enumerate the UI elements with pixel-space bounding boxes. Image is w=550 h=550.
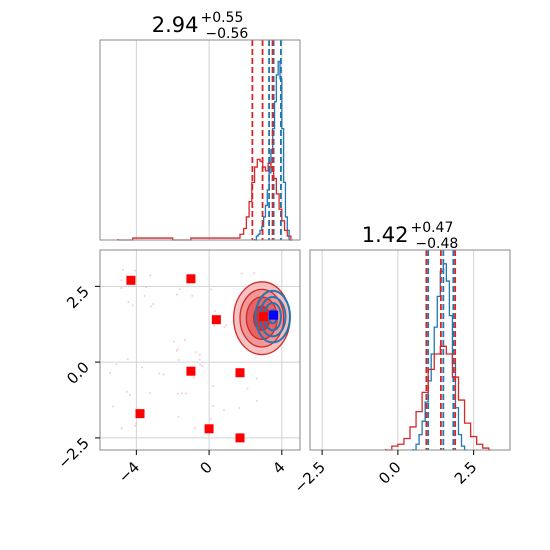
joint-sample-point — [255, 377, 258, 380]
marginal-y-histogram-0 — [412, 263, 467, 451]
marginal-x-panel: 2.94 +0.55 −0.56 — [99, 10, 301, 241]
joint-ytick-label: 2.5 — [63, 282, 93, 312]
joint-sample-point — [223, 326, 226, 329]
marginal-y-xtick-label: −2.5 — [290, 458, 328, 496]
joint-sample-point — [149, 305, 152, 308]
joint-sample-point — [178, 288, 181, 291]
joint-sample-point — [176, 392, 179, 395]
joint-red-marker — [211, 315, 221, 325]
marginal-y-title: 1.42 +0.47 −0.48 — [362, 220, 459, 252]
joint-sample-point — [134, 424, 137, 427]
marginal-x-title-plus: +0.55 — [200, 10, 243, 26]
joint-sample-point — [129, 394, 132, 397]
joint-sample-point — [126, 358, 129, 361]
joint-sample-point — [240, 272, 243, 275]
joint-sample-point — [201, 365, 204, 368]
joint-sample-point — [175, 293, 178, 296]
joint-sample-point — [127, 301, 130, 304]
joint-red-marker — [204, 424, 214, 434]
joint-xtick-label: 0 — [196, 458, 215, 477]
joint-frame — [99, 249, 301, 451]
joint-sample-point — [134, 269, 137, 272]
joint-sample-point — [225, 323, 228, 326]
joint-sample-point — [177, 358, 180, 361]
joint-red-marker — [186, 366, 196, 376]
joint-sample-point — [120, 287, 123, 290]
joint-sample-point — [238, 406, 241, 409]
joint-red-marker — [259, 312, 269, 322]
joint-sample-point — [115, 363, 118, 366]
joint-blue-contour-0 — [254, 289, 291, 344]
joint-sample-point — [135, 422, 138, 425]
joint-sample-point — [255, 399, 258, 402]
joint-sample-point — [143, 294, 146, 297]
joint-sample-point — [180, 392, 183, 395]
joint-sample-point — [111, 405, 114, 408]
joint-sample-point — [209, 418, 212, 421]
marginal-y-title-minus: −0.48 — [415, 236, 458, 252]
marginal-y-xtick-label: 2.5 — [451, 458, 481, 488]
joint-sample-point — [246, 387, 249, 390]
joint-sample-point — [120, 279, 123, 282]
marginal-y-histogram-1 — [385, 345, 491, 451]
joint-xtick-label: −4 — [115, 458, 143, 486]
joint-sample-point — [141, 366, 144, 369]
joint-sample-point — [198, 354, 201, 357]
joint-sample-point — [211, 384, 214, 387]
joint-red-marker — [135, 409, 145, 419]
marginal-x-title-value: 2.94 — [152, 13, 199, 37]
joint-sample-point — [193, 426, 196, 429]
joint-sample-point — [214, 310, 217, 313]
marginal-y-title-value: 1.42 — [362, 223, 409, 247]
joint-red-marker — [126, 275, 136, 285]
marginal-y-frame — [309, 249, 511, 451]
marginal-y-title-plus: +0.47 — [410, 220, 453, 236]
joint-sample-point — [149, 274, 152, 277]
joint-sample-point — [121, 268, 124, 271]
joint-panel: −4 0 4 −2.5 0.0 2.5 — [54, 249, 301, 486]
joint-sample-point — [152, 302, 155, 305]
joint-sample-point — [192, 376, 195, 379]
joint-red-marker — [235, 433, 245, 443]
joint-sample-point — [199, 363, 202, 366]
joint-sample-point — [176, 347, 179, 350]
joint-sample-point — [125, 390, 128, 393]
joint-red-marker — [235, 368, 245, 378]
joint-xtick-label: 4 — [269, 458, 288, 477]
marginal-x-title-minus: −0.56 — [205, 26, 248, 42]
joint-sample-point — [185, 392, 188, 395]
joint-sample-point — [162, 373, 165, 376]
joint-sample-point — [175, 349, 178, 352]
joint-sample-point — [194, 351, 197, 354]
joint-sample-point — [144, 286, 147, 289]
joint-sample-point — [210, 288, 213, 291]
joint-sample-point — [172, 340, 175, 343]
joint-red-marker — [186, 274, 196, 284]
joint-sample-point — [183, 339, 186, 342]
joint-sample-point — [177, 416, 180, 419]
joint-sample-point — [222, 409, 225, 412]
joint-sample-point — [158, 372, 161, 375]
joint-sample-point — [109, 371, 112, 374]
joint-sample-point — [213, 324, 216, 327]
joint-ytick-label: 0.0 — [63, 358, 93, 388]
joint-sample-point — [198, 358, 201, 361]
joint-blue-marker — [269, 310, 279, 320]
joint-sample-point — [120, 427, 123, 430]
joint-sample-point — [191, 294, 194, 297]
marginal-x-frame — [99, 39, 301, 241]
joint-sample-point — [211, 404, 214, 407]
marginal-y-xtick-label: 0.0 — [375, 458, 405, 488]
joint-sample-point — [253, 272, 256, 275]
joint-sample-point — [131, 304, 134, 307]
marginal-x-title: 2.94 +0.55 −0.56 — [152, 10, 249, 42]
marginal-y-panel: −2.5 0.0 2.5 1.42 +0.47 −0.48 — [290, 220, 511, 497]
joint-sample-point — [148, 392, 151, 395]
joint-ytick-label: −2.5 — [54, 434, 92, 472]
